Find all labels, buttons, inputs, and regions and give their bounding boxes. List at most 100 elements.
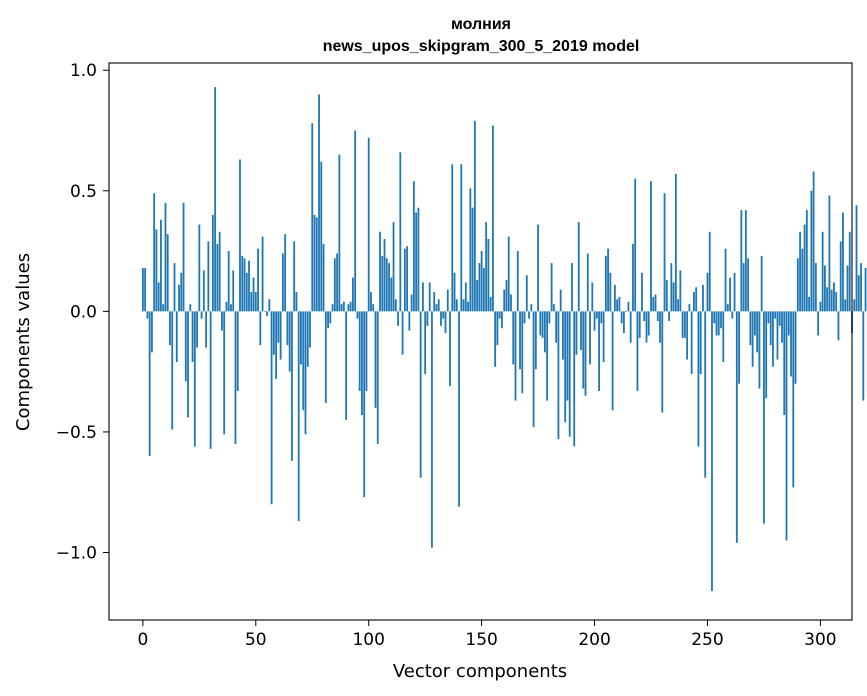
bar-182 bbox=[552, 304, 555, 312]
bar-27 bbox=[202, 270, 205, 312]
bar-99 bbox=[365, 311, 368, 391]
bar-198 bbox=[589, 311, 591, 365]
bar-126 bbox=[426, 311, 429, 326]
bar-25 bbox=[198, 224, 201, 312]
bar-306 bbox=[833, 282, 835, 312]
bar-155 bbox=[492, 125, 494, 312]
bar-184 bbox=[557, 311, 560, 440]
bar-301 bbox=[821, 231, 824, 312]
bar-43 bbox=[239, 159, 241, 312]
bar-19 bbox=[184, 311, 187, 382]
bar-210 bbox=[616, 299, 619, 312]
bar-162 bbox=[507, 236, 510, 312]
bar-302 bbox=[824, 265, 826, 312]
bar-56 bbox=[268, 299, 271, 312]
bar-69 bbox=[297, 311, 300, 522]
bar-150 bbox=[480, 251, 483, 312]
bar-134 bbox=[444, 311, 447, 334]
bar-265 bbox=[740, 210, 743, 312]
bar-10 bbox=[164, 202, 167, 312]
y-tick-label: −0.5 bbox=[56, 423, 97, 443]
bar-57 bbox=[270, 311, 273, 505]
bar-274 bbox=[760, 255, 763, 312]
bar-130 bbox=[435, 304, 438, 312]
bar-252 bbox=[711, 311, 713, 592]
bar-53 bbox=[261, 236, 264, 312]
bar-300 bbox=[819, 301, 822, 312]
bar-84 bbox=[331, 304, 334, 312]
bar-118 bbox=[408, 311, 411, 331]
bar-255 bbox=[717, 311, 720, 336]
bar-185 bbox=[559, 289, 562, 312]
bar-239 bbox=[681, 311, 684, 338]
bar-94 bbox=[354, 130, 357, 312]
bar-22 bbox=[191, 311, 194, 362]
plot-frame bbox=[108, 62, 853, 621]
bar-229 bbox=[659, 311, 661, 343]
bar-73 bbox=[306, 311, 309, 367]
bar-272 bbox=[756, 311, 759, 353]
bar-90 bbox=[345, 311, 348, 420]
bar-148 bbox=[476, 280, 479, 312]
bar-194 bbox=[580, 311, 582, 350]
bar-153 bbox=[487, 239, 490, 312]
bar-58 bbox=[272, 311, 275, 355]
bar-135 bbox=[446, 289, 449, 312]
bar-36 bbox=[223, 311, 226, 435]
bar-237 bbox=[677, 299, 680, 312]
bar-289 bbox=[794, 311, 797, 384]
bar-311 bbox=[844, 299, 847, 312]
bar-318 bbox=[860, 263, 862, 312]
bar-282 bbox=[778, 311, 781, 326]
bar-52 bbox=[259, 311, 262, 346]
bar-269 bbox=[749, 311, 752, 346]
bar-62 bbox=[281, 253, 284, 312]
bar-143 bbox=[464, 282, 467, 312]
bar-44 bbox=[241, 255, 244, 312]
bar-95 bbox=[356, 311, 359, 319]
bar-111 bbox=[392, 222, 395, 312]
bar-96 bbox=[358, 311, 361, 391]
bar-296 bbox=[810, 190, 813, 312]
x-tick-label: 50 bbox=[245, 630, 267, 650]
bar-166 bbox=[516, 251, 519, 312]
bar-277 bbox=[767, 311, 770, 324]
bar-259 bbox=[726, 304, 729, 312]
bar-65 bbox=[288, 311, 291, 372]
bar-245 bbox=[695, 287, 698, 312]
bar-235 bbox=[672, 282, 675, 312]
bar-124 bbox=[422, 282, 424, 312]
bar-116 bbox=[403, 248, 406, 312]
x-axis-label: Vector components bbox=[393, 661, 567, 682]
bar-139 bbox=[455, 299, 458, 312]
bar-20 bbox=[187, 311, 189, 418]
bar-298 bbox=[814, 263, 817, 312]
bars-group bbox=[141, 87, 867, 592]
bar-138 bbox=[453, 272, 456, 312]
bar-160 bbox=[503, 289, 506, 312]
x-axis-ticks: 0 50 100 150 200 250 300 bbox=[137, 620, 837, 650]
bar-6 bbox=[155, 229, 158, 312]
bar-77 bbox=[315, 217, 318, 312]
bar-164 bbox=[512, 311, 515, 365]
bar-180 bbox=[548, 311, 551, 324]
y-tick-label: 1.0 bbox=[70, 61, 97, 81]
bar-45 bbox=[243, 258, 246, 312]
bar-203 bbox=[600, 311, 603, 324]
bar-283 bbox=[781, 311, 783, 343]
bar-251 bbox=[708, 231, 711, 312]
bar-75 bbox=[311, 123, 314, 312]
bar-145 bbox=[469, 188, 472, 312]
bar-215 bbox=[627, 301, 630, 312]
bar-199 bbox=[591, 282, 594, 312]
bar-200 bbox=[593, 311, 596, 331]
bar-171 bbox=[528, 311, 530, 319]
bar-310 bbox=[842, 212, 844, 312]
bar-238 bbox=[679, 270, 682, 312]
bar-128 bbox=[431, 311, 433, 548]
bar-140 bbox=[458, 311, 460, 507]
bar-303 bbox=[826, 287, 829, 312]
x-tick-label: 100 bbox=[352, 630, 384, 650]
bar-70 bbox=[300, 311, 302, 365]
chart-subtitle: news_upos_skipgram_300_5_2019 model bbox=[323, 38, 640, 55]
